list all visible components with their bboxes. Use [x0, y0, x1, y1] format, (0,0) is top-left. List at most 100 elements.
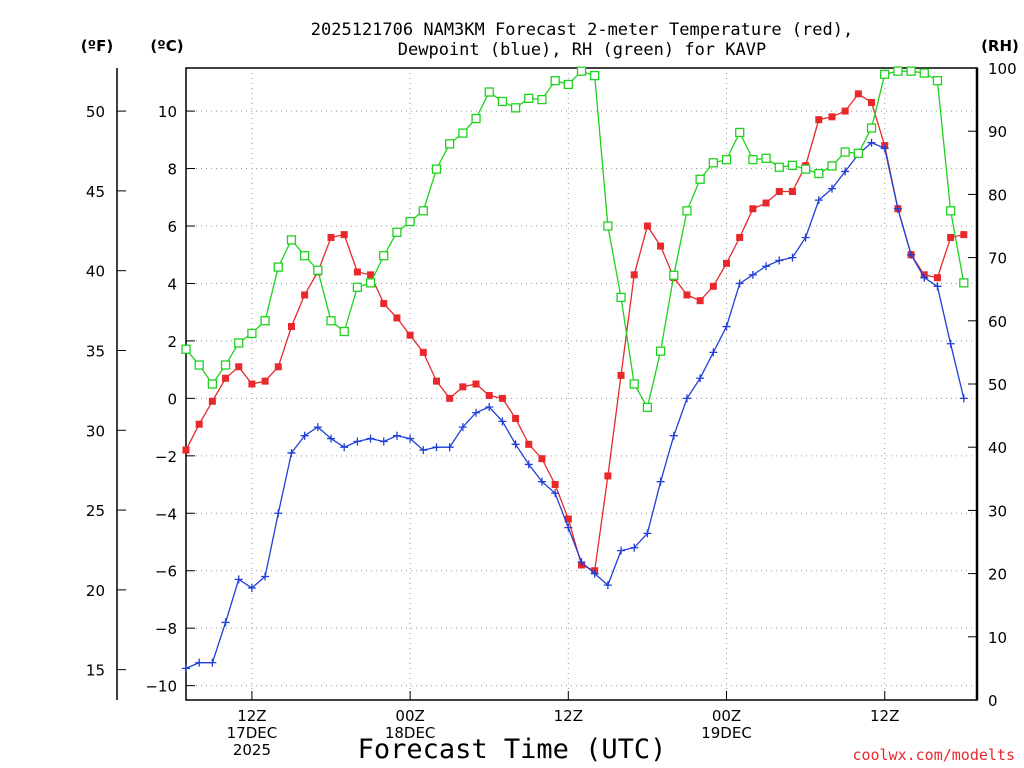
- rh-point: [220, 360, 231, 370]
- dewpoint-point: [907, 250, 916, 259]
- rh-tick-label: 30: [988, 502, 1007, 520]
- temperature-point: [432, 377, 440, 385]
- dewpoint-point: [735, 279, 744, 288]
- dewpoint-point: [340, 443, 349, 452]
- temperature-point: [643, 222, 651, 230]
- rh-tick-label: 60: [988, 313, 1007, 331]
- time-tick-label: 00Z: [712, 707, 741, 725]
- temperature-point: [854, 90, 862, 98]
- dewpoint-point: [392, 431, 401, 440]
- rh-point: [932, 75, 943, 86]
- rh-point: [695, 174, 705, 184]
- dewpoint-point: [182, 664, 190, 673]
- rh-point: [405, 216, 415, 227]
- dewpoint-line: [185, 141, 965, 669]
- temperature-point: [353, 268, 361, 276]
- temperature-point: [551, 481, 559, 489]
- rh-tick-label: 10: [988, 629, 1007, 647]
- dewpoint-point: [920, 273, 929, 282]
- rh-point: [299, 251, 310, 261]
- dewpoint-point: [551, 489, 560, 498]
- temperature-point: [696, 297, 704, 305]
- temperature-point: [261, 377, 269, 385]
- rh-point: [576, 66, 587, 76]
- rh-point: [194, 360, 204, 370]
- rh-point: [418, 206, 428, 216]
- rh-point: [524, 93, 534, 103]
- temperature-point: [736, 233, 744, 241]
- dewpoint-point: [432, 443, 441, 452]
- temperature-point: [538, 455, 546, 463]
- time-tick-label: 17DEC: [227, 724, 278, 742]
- rh-unit-label: (RH): [981, 37, 1019, 55]
- temperature-point: [419, 348, 427, 356]
- temperature-point: [709, 282, 717, 290]
- temperature-point: [604, 472, 612, 480]
- temperature-point: [208, 397, 216, 405]
- source-watermark: coolwx.com/modelts: [852, 746, 1015, 764]
- fahrenheit-tick-label: 45: [86, 183, 105, 201]
- rh-tick-label: 40: [988, 439, 1007, 457]
- axes: [116, 67, 979, 701]
- dewpoint-point: [867, 138, 876, 147]
- rh-point: [392, 227, 402, 237]
- temperature-point: [393, 314, 401, 322]
- time-tick-label: 00Z: [395, 707, 424, 725]
- time-tick-label: 12Z: [237, 707, 266, 725]
- temperature-point: [868, 98, 876, 106]
- rh-point: [563, 79, 573, 90]
- rh-point: [866, 123, 877, 133]
- dewpoint-point: [327, 434, 336, 443]
- rh-tick-label: 20: [988, 566, 1007, 584]
- dewpoint-point: [498, 417, 507, 426]
- rh-point: [945, 206, 956, 216]
- rh-point: [590, 70, 600, 81]
- fahrenheit-tick-label: 35: [86, 342, 105, 360]
- rh-point: [616, 292, 626, 303]
- dewpoint-point: [841, 167, 850, 176]
- rh-point: [814, 168, 824, 179]
- rh-tick-label: 70: [988, 250, 1007, 268]
- temperature-point: [933, 274, 941, 282]
- dewpoint-point: [406, 434, 415, 443]
- rh-point: [510, 103, 521, 113]
- series-temperature: [182, 90, 968, 575]
- dewpoint-point: [234, 575, 243, 584]
- dewpoint-point: [590, 569, 599, 578]
- dewpoint-point: [274, 509, 283, 518]
- rh-point: [273, 262, 283, 272]
- dewpoint-point: [313, 423, 322, 432]
- rh-tick-label: 100: [988, 60, 1017, 78]
- rh-point: [774, 162, 784, 172]
- rh-point: [207, 379, 218, 389]
- dewpoint-point: [564, 523, 573, 532]
- rh-tick-label: 90: [988, 123, 1007, 141]
- rh-point: [735, 127, 745, 138]
- dewpoint-point: [669, 431, 678, 440]
- temperature-point: [485, 391, 493, 399]
- time-tick-label: 2025: [233, 741, 271, 759]
- celsius-tick-label: 8: [167, 161, 177, 179]
- temperature-point: [367, 271, 375, 279]
- dewpoint-point: [603, 581, 612, 590]
- rh-point: [721, 154, 732, 165]
- rh-point: [313, 265, 323, 275]
- fahrenheit-tick-label: 15: [86, 662, 105, 680]
- tick-labels: −10−8−6−4−202468101520253035404550010203…: [86, 60, 1017, 759]
- celsius-tick-label: −10: [145, 678, 177, 696]
- rh-point: [352, 282, 363, 292]
- temperature-point: [723, 259, 731, 267]
- temperature-point: [274, 363, 282, 371]
- temperature-point: [235, 363, 243, 371]
- temperature-point: [446, 394, 454, 402]
- plot-frame: [185, 67, 978, 701]
- temperature-point: [828, 113, 836, 121]
- rh-point: [708, 158, 718, 168]
- series-dewpoint: [182, 138, 968, 673]
- temperature-point: [841, 107, 849, 115]
- time-tick-label: 12Z: [554, 707, 583, 725]
- fahrenheit-tick-label: 30: [86, 422, 105, 440]
- temperature-point: [657, 242, 665, 250]
- fahrenheit-tick-label: 25: [86, 502, 105, 520]
- dewpoint-point: [524, 460, 533, 469]
